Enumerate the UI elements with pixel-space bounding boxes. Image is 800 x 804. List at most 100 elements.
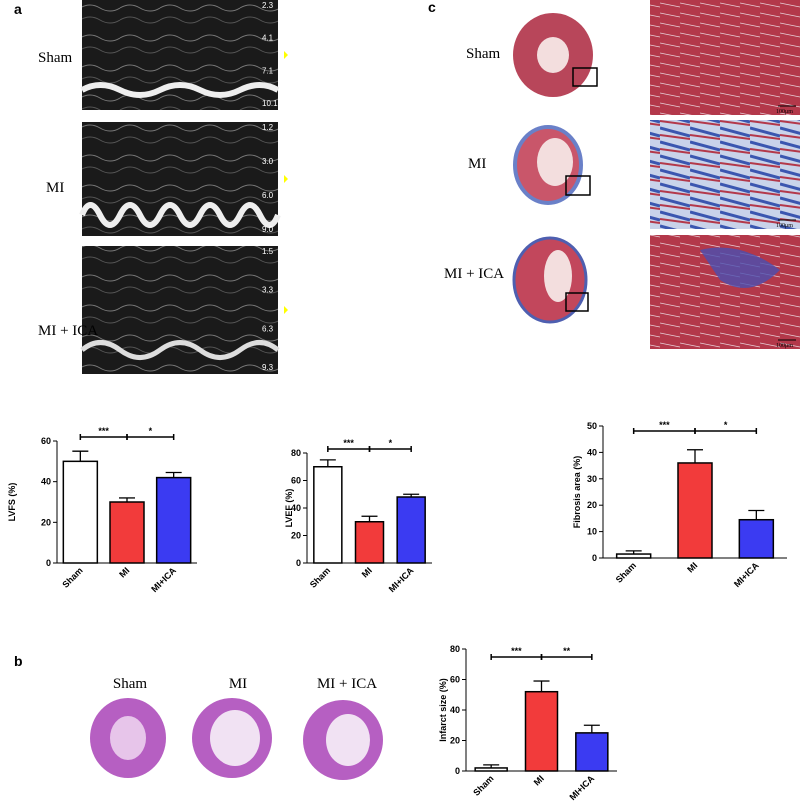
- y-tick-label: 10: [587, 527, 597, 537]
- histology-image: [650, 120, 800, 229]
- significance-label: ***: [659, 420, 670, 430]
- heart-lumen: [110, 716, 146, 760]
- staining-label: Sham: [113, 676, 148, 692]
- y-tick-label: 30: [587, 474, 597, 484]
- x-tick-label: Sham: [308, 565, 332, 589]
- heart-lumen: [537, 138, 573, 186]
- heart-lumen: [544, 250, 572, 302]
- significance-label: *: [724, 420, 728, 430]
- y-tick-label: 20: [450, 736, 460, 746]
- y-tick-label: 60: [291, 476, 301, 486]
- bar: [396, 496, 426, 564]
- scale-bar-label: 100μm: [776, 223, 793, 229]
- depth-marker: [284, 306, 288, 314]
- y-tick-label: 0: [296, 558, 301, 568]
- x-tick-label: MI+ICA: [567, 773, 596, 802]
- echo-scale: 10.1: [262, 99, 278, 108]
- x-tick-label: MI: [685, 560, 699, 574]
- x-tick-label: MI: [532, 773, 546, 787]
- bar: [109, 501, 145, 564]
- y-tick-label: 40: [450, 705, 460, 715]
- x-tick-label: Sham: [614, 560, 638, 584]
- significance-bracket: [694, 428, 758, 434]
- y-tick-label: 80: [450, 644, 460, 654]
- y-tick-label: 60: [450, 675, 460, 685]
- echo-image: [82, 246, 278, 374]
- zoom-box: [565, 292, 589, 312]
- significance-bracket: [368, 446, 412, 452]
- panel-label: a: [14, 1, 22, 17]
- echo-trace: [79, 202, 281, 228]
- echo-scale: 9.0: [262, 225, 274, 234]
- y-axis-label: LVEF (%): [284, 489, 294, 528]
- y-axis-label: Infarct size (%): [438, 678, 448, 742]
- x-tick-label: MI+ICA: [732, 560, 761, 589]
- echo-label: MI + ICA: [38, 323, 98, 339]
- significance-label: ***: [98, 426, 109, 436]
- scale-bar-label: 100μm: [776, 109, 793, 115]
- significance-label: **: [563, 646, 571, 656]
- y-tick-label: 20: [41, 517, 51, 527]
- bar: [62, 460, 99, 564]
- bar: [155, 476, 192, 564]
- bar: [313, 466, 343, 564]
- histology-label: Sham: [466, 46, 501, 62]
- echo-trace: [80, 82, 280, 98]
- bar: [524, 690, 559, 772]
- y-tick-label: 80: [291, 448, 301, 458]
- fibrosis-region: [700, 247, 780, 288]
- echo-label: Sham: [38, 50, 73, 66]
- y-tick-label: 0: [592, 553, 597, 563]
- echo-image: [82, 0, 278, 110]
- y-tick-label: 40: [41, 477, 51, 487]
- bar: [354, 521, 385, 564]
- heart-lumen: [537, 37, 569, 73]
- y-tick-label: 40: [587, 447, 597, 457]
- zoom-box: [572, 67, 598, 87]
- histology-label: MI: [468, 156, 486, 172]
- histology-image: [650, 0, 800, 115]
- echo-scale: 7.1: [262, 66, 274, 75]
- scale-bar-label: 100μm: [776, 343, 793, 349]
- y-tick-label: 0: [46, 558, 51, 568]
- y-tick-label: 20: [587, 500, 597, 510]
- y-axis-label: LVFS (%): [7, 483, 17, 522]
- echo-scale: 9.3: [262, 363, 274, 372]
- bar: [615, 553, 652, 559]
- echo-scale: 1.5: [262, 247, 274, 256]
- panel-label: c: [428, 0, 436, 15]
- echo-scale: 6.3: [262, 324, 274, 333]
- y-axis-label: Fibrosis area (%): [572, 456, 582, 529]
- depth-marker: [284, 175, 288, 183]
- bar: [738, 518, 775, 559]
- staining-label: MI: [229, 676, 247, 692]
- x-tick-label: MI+ICA: [149, 565, 178, 594]
- zoom-box: [565, 175, 591, 196]
- significance-label: ***: [343, 438, 354, 448]
- panel-label: b: [14, 653, 23, 669]
- echo-label: MI: [46, 180, 64, 196]
- x-tick-label: Sham: [60, 565, 84, 589]
- echo-trace: [80, 340, 280, 360]
- significance-bracket: [126, 434, 175, 440]
- histology-label: MI + ICA: [444, 266, 504, 282]
- x-tick-label: Sham: [471, 773, 495, 797]
- x-tick-label: MI: [360, 565, 374, 579]
- significance-label: *: [149, 426, 153, 436]
- heart-lumen: [326, 714, 370, 766]
- y-tick-label: 60: [41, 436, 51, 446]
- bar: [575, 732, 609, 772]
- echo-scale: 3.0: [262, 157, 274, 166]
- x-tick-label: MI: [117, 565, 131, 579]
- x-tick-label: MI+ICA: [387, 565, 416, 594]
- significance-bracket: [540, 654, 593, 660]
- bar: [474, 767, 508, 772]
- y-tick-label: 40: [291, 503, 301, 513]
- echo-scale: 3.3: [262, 286, 274, 295]
- heart-lumen: [210, 710, 260, 766]
- y-tick-label: 20: [291, 531, 301, 541]
- echo-scale: 1.2: [262, 123, 274, 132]
- echo-scale: 6.0: [262, 191, 274, 200]
- depth-marker: [284, 51, 288, 59]
